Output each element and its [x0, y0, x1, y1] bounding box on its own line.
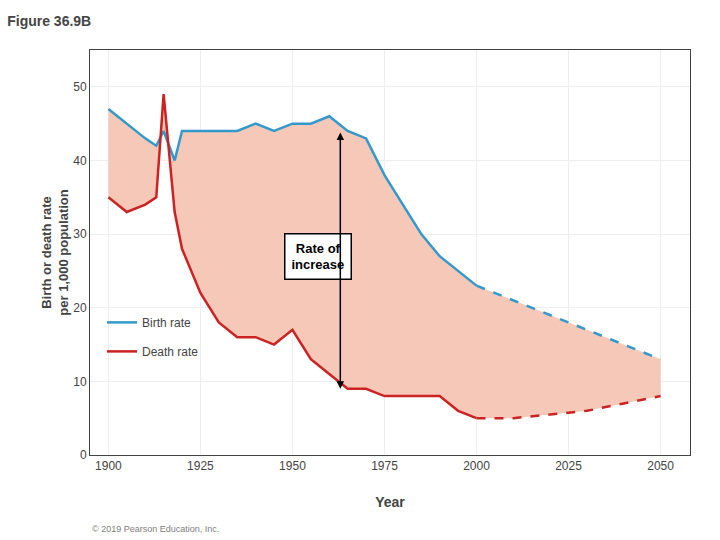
svg-text:Figure 36.9B: Figure 36.9B: [7, 13, 91, 29]
svg-text:10: 10: [73, 375, 87, 389]
svg-text:40: 40: [73, 154, 87, 168]
svg-text:Birth or death rateper 1,000 p: Birth or death rateper 1,000 population: [39, 189, 71, 315]
svg-text:0: 0: [80, 448, 87, 462]
svg-text:© 2019 Pearson Education, Inc.: © 2019 Pearson Education, Inc.: [92, 524, 219, 534]
svg-text:1900: 1900: [95, 459, 122, 473]
svg-text:2050: 2050: [647, 459, 674, 473]
svg-text:30: 30: [73, 227, 87, 241]
svg-text:1950: 1950: [279, 459, 306, 473]
svg-text:Rate ofincrease: Rate ofincrease: [292, 241, 345, 273]
svg-text:2000: 2000: [463, 459, 490, 473]
svg-text:Death rate: Death rate: [142, 345, 198, 359]
svg-text:1975: 1975: [371, 459, 398, 473]
svg-text:1925: 1925: [187, 459, 214, 473]
svg-text:Year: Year: [375, 494, 405, 510]
svg-text:2025: 2025: [555, 459, 582, 473]
svg-text:50: 50: [73, 80, 87, 94]
svg-text:Birth rate: Birth rate: [142, 316, 191, 330]
svg-text:20: 20: [73, 301, 87, 315]
